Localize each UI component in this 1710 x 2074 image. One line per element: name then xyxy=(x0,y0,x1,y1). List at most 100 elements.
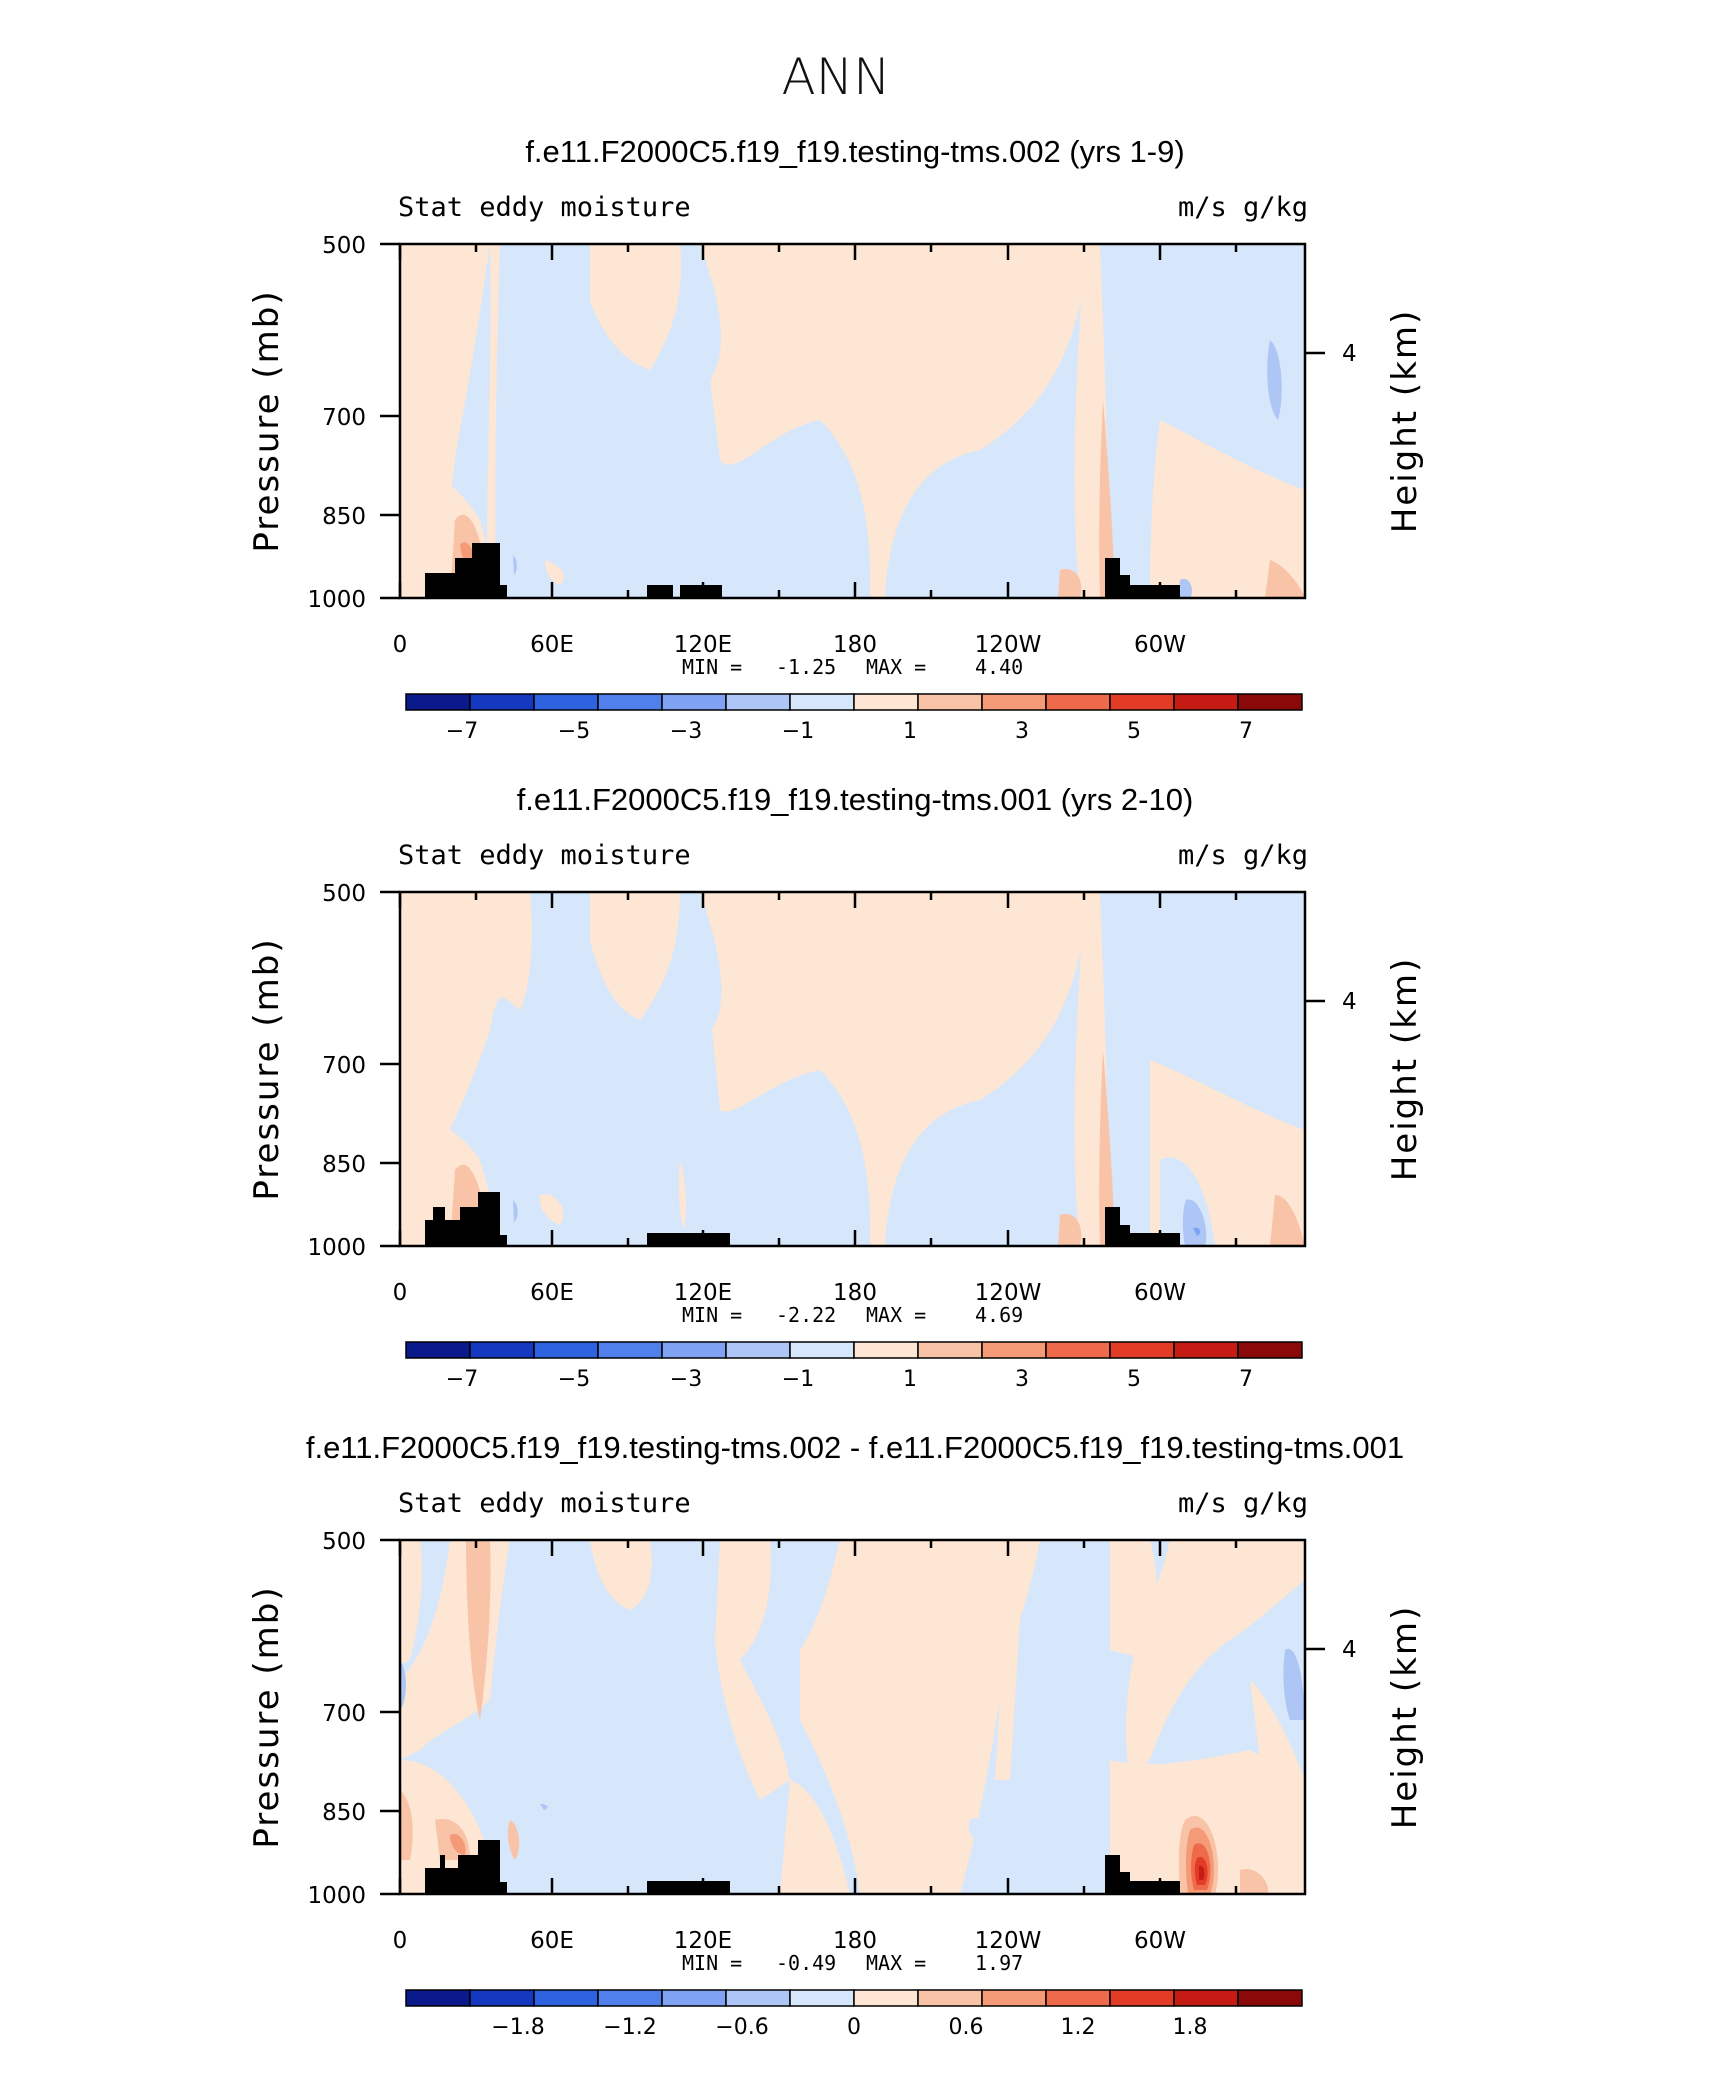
x-tick-labels: 0 60E 120E 180 120W 60W xyxy=(393,1928,1186,1954)
colorbar-label: 3 xyxy=(1015,719,1029,744)
x-tick-label: 60E xyxy=(530,1928,574,1954)
colorbar-swatch xyxy=(1109,1989,1175,2007)
right-y-axis-label: Height (km) xyxy=(1385,957,1425,1182)
min-max-readout: MIN = -1.25 MAX = 4.40 xyxy=(682,655,1023,679)
min-label: MIN = xyxy=(682,1303,742,1327)
x-tick-label: 0 xyxy=(393,632,408,658)
figure-title: ANN xyxy=(781,48,890,106)
y-axis-label: Pressure (mb) xyxy=(247,1585,287,1848)
right-y-tick-label: 4 xyxy=(1342,341,1357,367)
panel-title: f.e11.F2000C5.f19_f19.testing-tms.002 (y… xyxy=(525,134,1184,169)
colorbar-label: 1 xyxy=(903,719,917,744)
x-axis-ticks xyxy=(380,1538,1325,1896)
colorbar-swatch xyxy=(1045,1989,1111,2007)
colorbar-label: −3 xyxy=(670,1367,702,1392)
x-tick-label: 120W xyxy=(975,1928,1042,1954)
plot-frame xyxy=(398,1538,1307,1896)
contour-field xyxy=(400,244,1305,598)
plot-frame xyxy=(398,890,1307,1248)
y-tick-label: 850 xyxy=(322,1800,366,1826)
colorbar: −7 −5 −3 −1 1 3 5 7 xyxy=(405,693,1303,744)
x-tick-label: 120E xyxy=(674,632,732,658)
colorbar-swatch xyxy=(853,693,919,711)
colorbar-swatch xyxy=(725,693,791,711)
colorbar-label: 7 xyxy=(1239,719,1253,744)
colorbar-swatch xyxy=(981,693,1047,711)
right-y-axis-label: Height (km) xyxy=(1385,309,1425,534)
x-tick-label: 0 xyxy=(393,1280,408,1306)
colorbar-label: 5 xyxy=(1127,719,1141,744)
y-tick-label: 500 xyxy=(322,1529,366,1555)
min-value: -2.22 xyxy=(776,1303,836,1327)
y-tick-labels: 500 700 850 1000 4 xyxy=(307,1529,1356,1909)
colorbar-label: −1.2 xyxy=(603,2015,656,2040)
y-tick-label: 1000 xyxy=(307,587,366,613)
right-subtitle: m/s g/kg xyxy=(1178,192,1308,223)
right-y-axis-label: Height (km) xyxy=(1385,1605,1425,1830)
panel-3: f.e11.F2000C5.f19_f19.testing-tms.002 - … xyxy=(247,1430,1425,2040)
colorbar-swatch xyxy=(1109,693,1175,711)
colorbar-swatch xyxy=(789,693,855,711)
colorbar-swatch xyxy=(981,1341,1047,1359)
colorbar-swatch xyxy=(469,1989,535,2007)
min-label: MIN = xyxy=(682,655,742,679)
colorbar-swatch xyxy=(725,1989,791,2007)
x-tick-label: 0 xyxy=(393,1928,408,1954)
colorbar-swatch xyxy=(917,1341,983,1359)
x-tick-label: 180 xyxy=(833,1928,877,1954)
colorbar-label: 0.6 xyxy=(949,2015,984,2040)
colorbar-swatch xyxy=(661,693,727,711)
colorbar-swatch xyxy=(853,1341,919,1359)
colorbar-swatch xyxy=(661,1341,727,1359)
colorbar-swatch xyxy=(1109,1341,1175,1359)
min-max-readout: MIN = -0.49 MAX = 1.97 xyxy=(682,1951,1023,1975)
colorbar: −7 −5 −3 −1 1 3 5 7 xyxy=(405,1341,1303,1392)
colorbar: −1.8 −1.2 −0.6 0 0.6 1.2 1.8 xyxy=(405,1989,1303,2040)
right-y-tick-label: 4 xyxy=(1342,1637,1357,1663)
x-tick-label: 60W xyxy=(1134,1928,1186,1954)
x-tick-label: 120W xyxy=(975,632,1042,658)
colorbar-swatch xyxy=(789,1989,855,2007)
colorbar-label: −3 xyxy=(670,719,702,744)
right-subtitle: m/s g/kg xyxy=(1178,1488,1308,1519)
x-tick-label: 60W xyxy=(1134,632,1186,658)
max-label: MAX = xyxy=(866,1303,926,1327)
panel-1: f.e11.F2000C5.f19_f19.testing-tms.002 (y… xyxy=(247,134,1425,744)
x-tick-label: 180 xyxy=(833,632,877,658)
colorbar-label: −1 xyxy=(782,719,814,744)
contour-field xyxy=(400,892,1305,1246)
y-tick-label: 700 xyxy=(322,1701,366,1727)
x-tick-label: 120E xyxy=(674,1280,732,1306)
y-tick-labels: 500 700 850 1000 4 xyxy=(307,233,1356,613)
colorbar-swatch xyxy=(533,1989,599,2007)
colorbar-swatch xyxy=(1045,1341,1111,1359)
colorbar-label: 5 xyxy=(1127,1367,1141,1392)
colorbar-label: 0 xyxy=(847,2015,861,2040)
colorbar-label: −5 xyxy=(558,719,590,744)
colorbar-swatch xyxy=(661,1989,727,2007)
right-subtitle: m/s g/kg xyxy=(1178,840,1308,871)
colorbar-label: 3 xyxy=(1015,1367,1029,1392)
y-tick-label: 1000 xyxy=(307,1883,366,1909)
y-tick-label: 500 xyxy=(322,881,366,907)
max-label: MAX = xyxy=(866,1951,926,1975)
colorbar-swatch xyxy=(1173,693,1239,711)
x-axis-ticks xyxy=(380,890,1325,1248)
colorbar-label: −1 xyxy=(782,1367,814,1392)
x-tick-label: 60E xyxy=(530,632,574,658)
colorbar-swatch xyxy=(1237,693,1303,711)
colorbar-swatch xyxy=(533,693,599,711)
x-axis-ticks xyxy=(380,242,1325,600)
colorbar-label: −7 xyxy=(446,719,478,744)
colorbar-swatch xyxy=(1237,1341,1303,1359)
y-tick-labels: 500 700 850 1000 4 xyxy=(307,881,1356,1261)
colorbar-swatch xyxy=(981,1989,1047,2007)
max-value: 4.69 xyxy=(975,1303,1023,1327)
colorbar-swatch xyxy=(1173,1341,1239,1359)
max-label: MAX = xyxy=(866,655,926,679)
colorbar-swatch xyxy=(469,693,535,711)
colorbar-swatch xyxy=(597,1989,663,2007)
contour-field xyxy=(400,1540,1305,1894)
y-tick-label: 850 xyxy=(322,1152,366,1178)
